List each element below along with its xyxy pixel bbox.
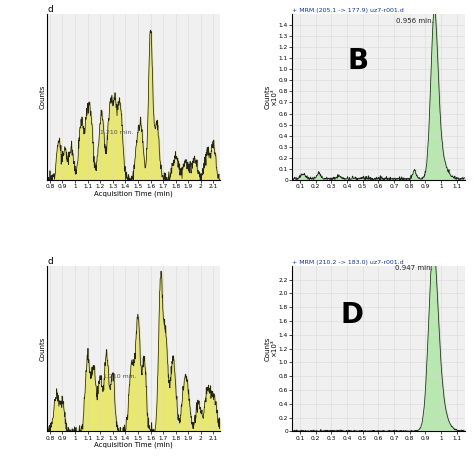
Text: B: B xyxy=(347,46,368,74)
X-axis label: Acquisition Time (min): Acquisition Time (min) xyxy=(94,190,173,197)
Text: 0.956 min.: 0.956 min. xyxy=(396,18,434,24)
Text: 1.210 min.: 1.210 min. xyxy=(100,130,134,135)
Text: D: D xyxy=(341,301,364,329)
Y-axis label: Counts
×10³: Counts ×10³ xyxy=(264,337,277,361)
Text: 1.210 min.: 1.210 min. xyxy=(103,374,136,379)
Text: d: d xyxy=(47,257,53,266)
Text: + MRM (205.1 -> 177.9) uz7-r001.d: + MRM (205.1 -> 177.9) uz7-r001.d xyxy=(292,8,404,13)
Y-axis label: Counts: Counts xyxy=(40,337,46,361)
X-axis label: Acquisition Time (min): Acquisition Time (min) xyxy=(94,442,173,448)
Text: + MRM (210.2 -> 183.0) uz7-r001.d: + MRM (210.2 -> 183.0) uz7-r001.d xyxy=(292,260,404,265)
Y-axis label: Counts
×10³: Counts ×10³ xyxy=(264,85,277,109)
Text: d: d xyxy=(47,5,53,14)
Y-axis label: Counts: Counts xyxy=(40,85,46,109)
Text: 0.947 min.: 0.947 min. xyxy=(395,265,433,271)
